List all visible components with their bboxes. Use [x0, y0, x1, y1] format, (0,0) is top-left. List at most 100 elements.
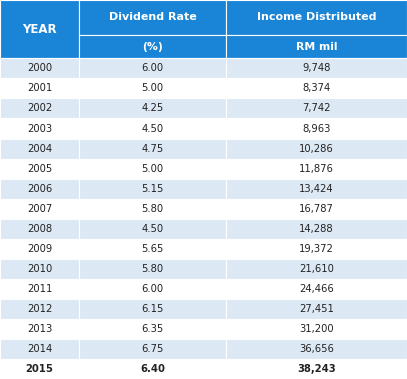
Bar: [0, 319, 79, 339]
Bar: [79, 58, 226, 78]
Bar: [79, 139, 226, 158]
Text: 2010: 2010: [27, 264, 53, 274]
Text: 4.25: 4.25: [142, 103, 164, 113]
Text: YEAR: YEAR: [22, 23, 57, 36]
Text: 5.15: 5.15: [142, 183, 164, 194]
Bar: [226, 78, 407, 99]
Bar: [79, 99, 226, 119]
Text: 14,288: 14,288: [299, 224, 334, 234]
Text: 2015: 2015: [26, 364, 54, 374]
Bar: [0, 158, 79, 179]
Bar: [0, 359, 79, 379]
Text: 13,424: 13,424: [299, 183, 334, 194]
Bar: [226, 199, 407, 219]
Text: 2011: 2011: [27, 284, 53, 294]
Bar: [0, 179, 79, 199]
Text: 2002: 2002: [27, 103, 53, 113]
Text: 6.00: 6.00: [142, 284, 164, 294]
Text: 5.80: 5.80: [142, 204, 164, 214]
Text: 4.50: 4.50: [142, 124, 164, 133]
Bar: [79, 219, 226, 239]
Bar: [0, 199, 79, 219]
Bar: [79, 119, 226, 139]
Text: (%): (%): [142, 42, 163, 52]
Bar: [0, 259, 79, 279]
Text: 4.75: 4.75: [142, 144, 164, 153]
Bar: [0, 119, 79, 139]
Text: 2005: 2005: [27, 164, 53, 174]
Text: 2006: 2006: [27, 183, 53, 194]
Bar: [226, 279, 407, 299]
Bar: [79, 279, 226, 299]
Text: 2009: 2009: [27, 244, 53, 254]
Text: 6.15: 6.15: [142, 304, 164, 314]
Bar: [79, 339, 226, 359]
Bar: [0, 239, 79, 259]
Text: 36,656: 36,656: [299, 344, 334, 354]
Bar: [226, 58, 407, 78]
Bar: [79, 0, 226, 35]
Bar: [226, 99, 407, 119]
Text: 4.50: 4.50: [142, 224, 164, 234]
Text: 6.75: 6.75: [142, 344, 164, 354]
Bar: [226, 35, 407, 58]
Bar: [79, 78, 226, 99]
Bar: [79, 179, 226, 199]
Bar: [226, 158, 407, 179]
Bar: [0, 139, 79, 158]
Bar: [79, 158, 226, 179]
Bar: [79, 299, 226, 319]
Bar: [226, 319, 407, 339]
Bar: [0, 78, 79, 99]
Bar: [0, 279, 79, 299]
Text: 8,963: 8,963: [302, 124, 330, 133]
Bar: [226, 139, 407, 158]
Text: 2004: 2004: [27, 144, 52, 153]
Bar: [0, 299, 79, 319]
Text: RM mil: RM mil: [296, 42, 337, 52]
Bar: [226, 119, 407, 139]
Bar: [79, 259, 226, 279]
Text: 19,372: 19,372: [299, 244, 334, 254]
Text: 5.00: 5.00: [142, 164, 164, 174]
Bar: [0, 0, 79, 58]
Text: 21,610: 21,610: [299, 264, 334, 274]
Text: 5.65: 5.65: [142, 244, 164, 254]
Bar: [226, 339, 407, 359]
Text: 2013: 2013: [27, 324, 53, 334]
Text: 2008: 2008: [27, 224, 52, 234]
Text: 7,742: 7,742: [302, 103, 331, 113]
Text: 6.35: 6.35: [142, 324, 164, 334]
Text: 5.80: 5.80: [142, 264, 164, 274]
Bar: [79, 35, 226, 58]
Bar: [79, 239, 226, 259]
Text: 11,876: 11,876: [299, 164, 334, 174]
Text: 16,787: 16,787: [299, 204, 334, 214]
Text: 5.00: 5.00: [142, 83, 164, 94]
Bar: [226, 179, 407, 199]
Text: 10,286: 10,286: [299, 144, 334, 153]
Text: 31,200: 31,200: [299, 324, 334, 334]
Text: 2003: 2003: [27, 124, 52, 133]
Text: 2000: 2000: [27, 63, 52, 74]
Bar: [0, 99, 79, 119]
Text: Dividend Rate: Dividend Rate: [109, 13, 197, 22]
Bar: [79, 319, 226, 339]
Text: 24,466: 24,466: [299, 284, 334, 294]
Text: 8,374: 8,374: [302, 83, 330, 94]
Text: Income Distributed: Income Distributed: [257, 13, 376, 22]
Bar: [226, 259, 407, 279]
Text: 2012: 2012: [27, 304, 53, 314]
Text: 9,748: 9,748: [302, 63, 330, 74]
Bar: [226, 0, 407, 35]
Bar: [226, 359, 407, 379]
Bar: [0, 58, 79, 78]
Bar: [226, 299, 407, 319]
Text: 27,451: 27,451: [299, 304, 334, 314]
Bar: [79, 359, 226, 379]
Text: 2014: 2014: [27, 344, 53, 354]
Text: 6.00: 6.00: [142, 63, 164, 74]
Bar: [0, 219, 79, 239]
Bar: [79, 199, 226, 219]
Bar: [0, 339, 79, 359]
